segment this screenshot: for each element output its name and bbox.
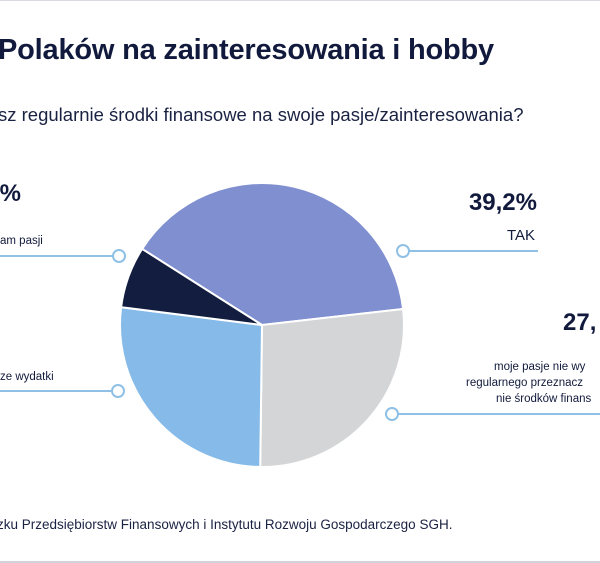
top-divider xyxy=(0,0,600,1)
chart-subtitle: sz regularnie środki finansowe na swoje … xyxy=(0,104,524,125)
pie-slice-wydatki xyxy=(119,306,264,469)
slice-label-brak-pasji: am pasji xyxy=(0,235,43,247)
value-label-nie-srodkow: 27, xyxy=(563,309,596,336)
leader-dot-wydatki xyxy=(111,384,125,398)
chart-title: Polaków na zainteresowania i hobby xyxy=(0,34,494,66)
source-note: zku Przedsiębiorstw Finansowych i Instyt… xyxy=(0,517,453,532)
bottom-divider xyxy=(0,561,600,563)
slice-label-nie-srodkow-line2: regularnego przeznacz xyxy=(466,377,583,389)
slice-label-nie-srodkow-line1: moje pasje nie wy xyxy=(494,361,586,373)
slice-label-wydatki: ze wydatki xyxy=(0,371,54,383)
value-label-brak-pasji: .% xyxy=(0,180,21,207)
pie-slices xyxy=(119,182,405,469)
value-label-tak: 39,2% xyxy=(469,189,537,216)
leader-dot-brak-pasji xyxy=(112,249,126,263)
slice-label-tak: TAK xyxy=(507,227,535,244)
pie-slice-nie-srodkow xyxy=(259,307,405,468)
pie-slice-brak-pasji xyxy=(120,247,263,326)
leader-dot-nie-srodkow xyxy=(385,407,399,421)
leader-dot-tak xyxy=(396,244,410,258)
slice-label-nie-srodkow-line3: nie środków finans xyxy=(496,393,591,405)
